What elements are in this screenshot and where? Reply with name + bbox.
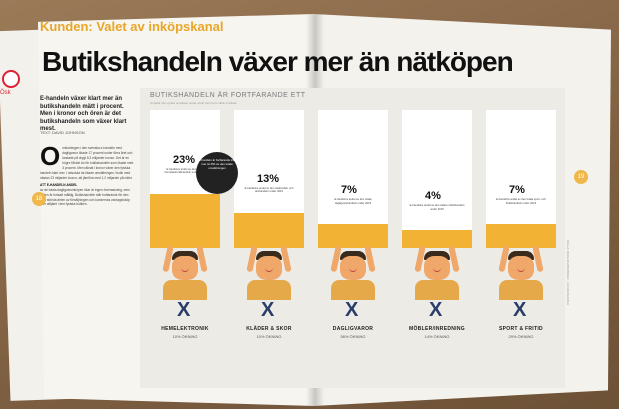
bar	[150, 193, 220, 248]
person-hair	[424, 251, 450, 260]
dropcap: O	[40, 141, 61, 171]
person-shirt	[331, 280, 375, 300]
category-growth: 14% ÖKNING	[424, 334, 450, 339]
person-shirt	[163, 280, 207, 300]
bar-description: E-handelns andel av den totala dagligvar…	[334, 198, 372, 205]
category-name: DAGLIGVAROR	[332, 326, 374, 332]
body-paragraph: mslutningen i den svenska e-handeln med …	[40, 146, 134, 180]
body-text: O mslutningen i den svenska e-handeln me…	[40, 141, 135, 207]
person-smile	[265, 268, 273, 272]
person-shirt	[415, 280, 459, 300]
person-legs: X	[177, 299, 191, 321]
bar	[318, 224, 388, 248]
category-name: MÖBLER/INREDNING	[409, 326, 465, 332]
bar-value-label: 23%	[173, 153, 196, 166]
person-legs: X	[345, 299, 359, 321]
person-hair	[340, 251, 366, 260]
person-hair	[172, 251, 198, 260]
person-smile	[181, 268, 189, 272]
bar-value-label: 7%	[509, 184, 525, 197]
bar-description: E-handelns andel av den totala hemelektr…	[164, 167, 206, 175]
infographic-subtitle: Ungefär så mycket omsättes under ett år …	[150, 101, 238, 105]
body-subhead: ATT E-HANDELN ANDEL	[40, 182, 78, 187]
category-name: SPORT & FRITID	[499, 326, 543, 332]
infographic-title: BUTIKSHANDELN ÄR FORTFARANDE ETT	[150, 92, 306, 99]
category-name: KLÄDER & SKOR	[246, 326, 292, 332]
category-growth: 10% ÖKNING	[172, 334, 198, 339]
bar	[486, 224, 556, 248]
bar-description: E-handelns andel av den totala möbelhand…	[409, 204, 465, 211]
bar	[234, 212, 304, 248]
bar	[402, 230, 472, 248]
bar-value-label: 4%	[425, 190, 441, 203]
intro-text: E-handeln växer klart mer än butikshande…	[40, 96, 127, 132]
source-note: KÄLLA: DAGLIGVARUINDEX · HUI RESEARCH	[566, 240, 570, 305]
page-number-left: 18	[32, 192, 46, 206]
bar-value-label: 7%	[341, 184, 357, 197]
bar-description: E-handelns andel av den totala kläd- och…	[244, 186, 294, 194]
byline: TEXT: DAVID JOHNSON	[40, 130, 85, 135]
red-logo-icon	[2, 70, 20, 88]
headline: Butikshandeln växer mer än nätköpen	[42, 46, 514, 77]
person-smile	[349, 268, 357, 272]
person-legs: X	[429, 299, 443, 321]
category-growth: 56% ÖKNING	[340, 334, 366, 339]
person-shirt	[247, 280, 291, 300]
page-number-right: 19	[574, 170, 588, 184]
section-title: Kunden: Valet av inköpskanal	[40, 19, 224, 34]
bar-description: E-handelns andel av den totala sport- oc…	[496, 198, 546, 205]
bar-column-bg	[402, 110, 472, 248]
body-paragraph-2: av de totala dagligvaruinköpen ökar är i…	[40, 187, 131, 207]
callout-bubble: E-handeln är fortfarande inte mer än 8% …	[196, 152, 238, 194]
category-growth: 10% ÖKNING	[256, 334, 282, 339]
category-growth: 29% ÖKNING	[508, 334, 534, 339]
person-smile	[433, 268, 441, 272]
side-label: Ösk	[0, 90, 11, 96]
person-smile	[517, 268, 525, 272]
person-hair	[256, 251, 282, 260]
person-hair	[508, 251, 534, 260]
person-legs: X	[261, 299, 275, 321]
category-name: HEMELEKTRONIK	[161, 326, 209, 332]
person-shirt	[499, 280, 543, 300]
person-legs: X	[513, 299, 527, 321]
bar-value-label: 13%	[257, 172, 280, 185]
